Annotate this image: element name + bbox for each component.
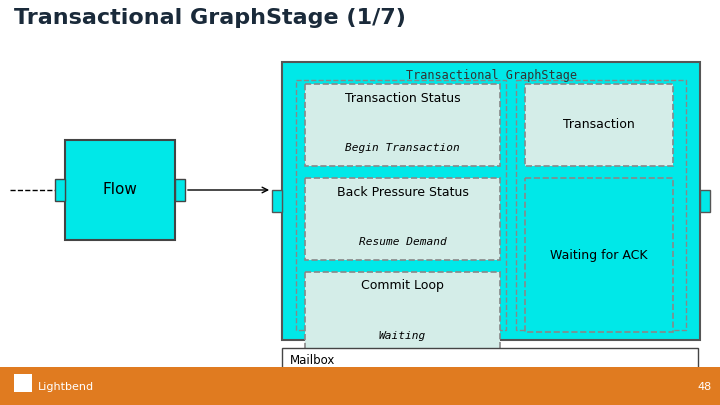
Bar xyxy=(516,80,686,330)
Text: Waiting for ACK: Waiting for ACK xyxy=(550,249,648,262)
Bar xyxy=(282,348,698,374)
Bar xyxy=(282,62,700,340)
Bar xyxy=(55,179,65,201)
Text: Resume Demand: Resume Demand xyxy=(359,237,446,247)
Text: 48: 48 xyxy=(698,382,712,392)
Text: Lightbend: Lightbend xyxy=(38,382,94,392)
Text: Transaction Status: Transaction Status xyxy=(345,92,460,104)
Text: Transactional GraphStage (1/7): Transactional GraphStage (1/7) xyxy=(14,8,406,28)
Text: Transactional GraphStage: Transactional GraphStage xyxy=(405,70,577,83)
Bar xyxy=(525,178,673,332)
Bar xyxy=(65,140,175,240)
Bar xyxy=(0,367,720,405)
Bar xyxy=(525,84,673,166)
Text: Mailbox: Mailbox xyxy=(290,354,336,367)
Bar xyxy=(296,80,506,330)
Bar xyxy=(175,179,185,201)
Text: Back Pressure Status: Back Pressure Status xyxy=(336,185,469,198)
Text: Transaction: Transaction xyxy=(563,119,635,132)
Text: Commit Loop: Commit Loop xyxy=(361,279,444,292)
Bar xyxy=(700,190,710,212)
Bar xyxy=(305,84,500,166)
Bar xyxy=(14,374,32,392)
Text: Waiting: Waiting xyxy=(379,331,426,341)
Bar xyxy=(305,178,500,260)
Bar xyxy=(305,272,500,354)
Bar xyxy=(272,190,282,212)
Text: Flow: Flow xyxy=(102,183,138,198)
Text: Begin Transaction: Begin Transaction xyxy=(345,143,460,153)
